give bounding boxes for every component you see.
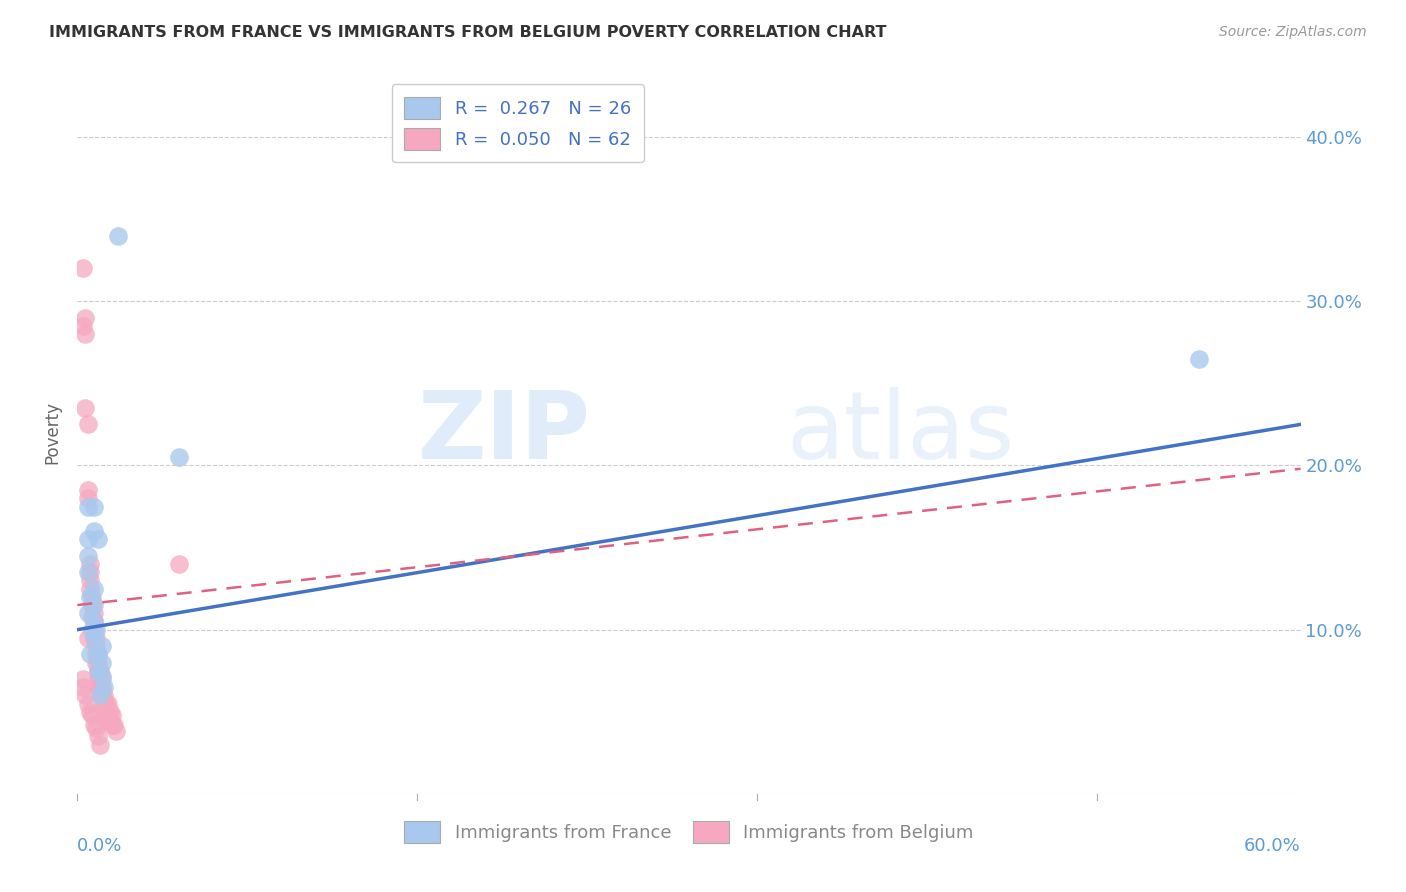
Point [87, 680, 110, 694]
Point [72, 672, 94, 686]
Point [90, 672, 112, 686]
Point [84, 656, 107, 670]
Point [79, 574, 101, 588]
Point [75, 327, 97, 342]
Point [87, 648, 110, 662]
Point [79, 590, 101, 604]
Point [79, 582, 101, 596]
Point [76, 549, 98, 563]
Point [84, 623, 107, 637]
Point [90, 689, 112, 703]
Point [75, 689, 97, 703]
Point [84, 639, 107, 653]
Point [89, 689, 111, 703]
Point [97, 705, 120, 719]
Point [87, 533, 110, 547]
Point [169, 450, 191, 465]
Point [90, 680, 112, 694]
Point [83, 615, 105, 629]
Point [94, 705, 117, 719]
Point [87, 656, 110, 670]
Point [80, 609, 103, 624]
Point [1187, 351, 1209, 366]
Point [90, 656, 112, 670]
Point [80, 598, 103, 612]
Point [76, 500, 98, 514]
Point [83, 582, 105, 596]
Point [94, 713, 117, 727]
Point [93, 680, 115, 694]
Point [94, 697, 117, 711]
Point [83, 615, 105, 629]
Point [72, 261, 94, 276]
Point [84, 721, 107, 735]
Point [79, 557, 101, 571]
Point [97, 713, 120, 727]
Point [87, 730, 110, 744]
Point [83, 623, 105, 637]
Point [105, 724, 128, 739]
Point [76, 483, 98, 497]
Point [83, 718, 105, 732]
Point [76, 417, 98, 432]
Point [79, 648, 101, 662]
Point [90, 668, 112, 682]
Point [75, 401, 97, 415]
Point [93, 697, 115, 711]
Point [169, 557, 191, 571]
Point [89, 664, 111, 678]
Point [80, 708, 103, 723]
Text: Source: ZipAtlas.com: Source: ZipAtlas.com [1219, 25, 1367, 39]
Point [107, 228, 129, 243]
Y-axis label: Poverty: Poverty [44, 401, 62, 464]
Text: 0.0%: 0.0% [77, 838, 122, 855]
Point [79, 705, 101, 719]
Point [97, 697, 120, 711]
Point [89, 680, 111, 694]
Point [83, 631, 105, 645]
Point [90, 639, 112, 653]
Point [98, 705, 121, 719]
Point [89, 672, 111, 686]
Point [76, 607, 98, 621]
Point [101, 708, 124, 723]
Point [87, 664, 110, 678]
Text: atlas: atlas [787, 386, 1015, 479]
Point [83, 607, 105, 621]
Point [83, 500, 105, 514]
Point [93, 705, 115, 719]
Point [101, 718, 124, 732]
Text: ZIP: ZIP [418, 386, 591, 479]
Point [87, 672, 110, 686]
Point [83, 524, 105, 538]
Point [103, 718, 125, 732]
Point [83, 631, 105, 645]
Text: IMMIGRANTS FROM FRANCE VS IMMIGRANTS FROM BELGIUM POVERTY CORRELATION CHART: IMMIGRANTS FROM FRANCE VS IMMIGRANTS FRO… [49, 25, 887, 40]
Point [83, 598, 105, 612]
Point [76, 491, 98, 506]
Point [80, 590, 103, 604]
Legend: Immigrants from France, Immigrants from Belgium: Immigrants from France, Immigrants from … [396, 814, 981, 850]
Point [87, 648, 110, 662]
Point [89, 738, 111, 752]
Point [98, 713, 121, 727]
Point [93, 689, 115, 703]
Point [76, 533, 98, 547]
Text: 60.0%: 60.0% [1244, 838, 1301, 855]
Point [72, 318, 94, 333]
Point [76, 565, 98, 579]
Point [79, 565, 101, 579]
Point [80, 598, 103, 612]
Point [80, 623, 103, 637]
Point [72, 680, 94, 694]
Point [75, 310, 97, 325]
Point [84, 631, 107, 645]
Point [76, 631, 98, 645]
Point [84, 648, 107, 662]
Point [76, 697, 98, 711]
Point [87, 664, 110, 678]
